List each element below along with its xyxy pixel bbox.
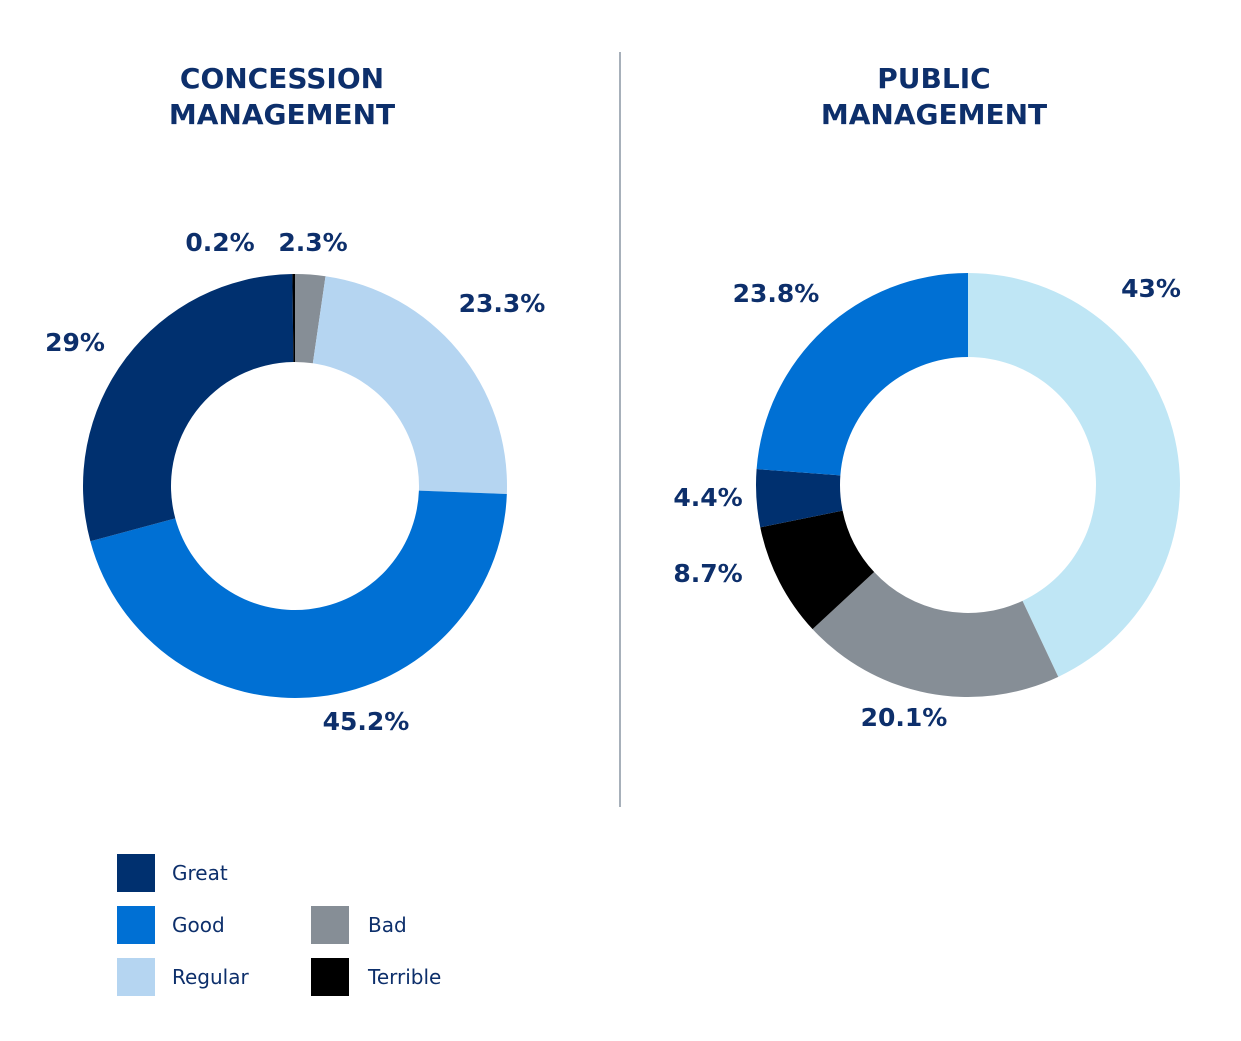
legend-label-terrible: Terrible [368, 965, 442, 989]
legend-label-regular: Regular [172, 965, 249, 989]
donut-right-slice-regular [968, 273, 1181, 677]
legend-swatch-regular [117, 958, 155, 996]
public-chart-title: PUBLIC MANAGEMENT [820, 62, 1048, 131]
donut-left-label-good: 45.2% [323, 707, 410, 736]
donut-right-slice-terrible [760, 510, 875, 630]
concession-chart-title: CONCESSION MANAGEMENT [168, 62, 396, 131]
legend-swatch-bad [311, 906, 349, 944]
donut-left-slice-bad [295, 274, 326, 364]
donut-right-label-good: 23.8% [733, 279, 820, 308]
donut-right-label-regular: 43% [1121, 274, 1181, 303]
donut-left-label-regular: 23.3% [459, 289, 546, 318]
donut-left-slice-good [90, 490, 507, 699]
legend-swatch-good [117, 906, 155, 944]
donut-left-slice-terrible [292, 274, 295, 363]
legend-swatch-terrible [311, 958, 349, 996]
donut-left-label-bad: 2.3% [278, 228, 347, 257]
donut-right-slice-great [755, 469, 843, 528]
public-donut: 43% 20.1% 8.7% 4.4% 23.8% [673, 273, 1181, 732]
donut-left-label-terrible: 0.2% [185, 228, 254, 257]
donut-right-label-bad: 20.1% [861, 703, 948, 732]
donut-right-label-great: 4.4% [673, 483, 742, 512]
concession-donut: 2.3% 23.3% 45.2% 29% 0.2% [45, 228, 545, 736]
legend-swatch-great [117, 854, 155, 892]
donut-left-slice-regular [312, 276, 507, 494]
donut-left-label-great: 29% [45, 328, 105, 357]
legend-label-good: Good [172, 913, 225, 937]
donut-left-slice-great [82, 274, 294, 542]
donut-right-slice-bad [812, 572, 1059, 698]
donut-right-slice-good [756, 273, 968, 476]
legend-label-bad: Bad [368, 913, 407, 937]
donut-right-label-terrible: 8.7% [673, 559, 742, 588]
legend-label-great: Great [172, 861, 228, 885]
chart-divider [619, 52, 621, 807]
